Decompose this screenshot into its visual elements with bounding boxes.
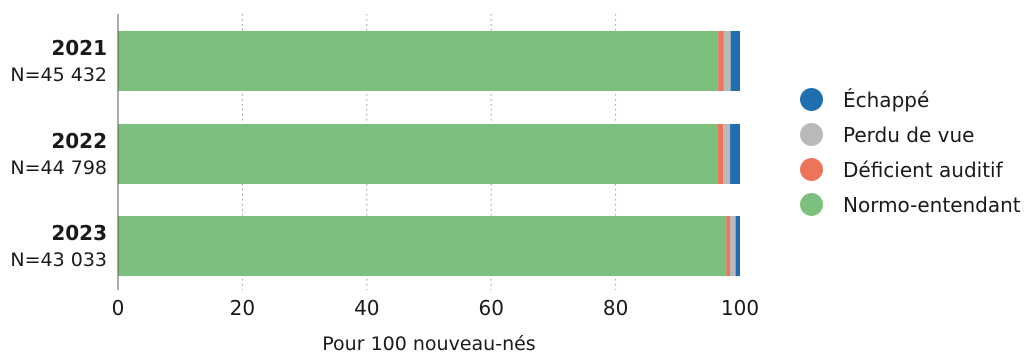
bar-2023-normo-entendant: [118, 216, 727, 276]
bar-2022-perdu-de-vue: [723, 124, 731, 184]
bar-2022-chapp: [730, 124, 740, 184]
x-tick-label-60: 60: [478, 296, 503, 320]
bar-2021-normo-entendant: [118, 31, 719, 91]
legend-swatch: [800, 123, 823, 146]
legend-label: Normo-entendant: [843, 192, 1021, 217]
category-count-2023: N=43 033: [10, 249, 107, 271]
bar-2021-perdu-de-vue: [723, 31, 731, 91]
legend-label: Déficient auditif: [843, 157, 1003, 182]
x-axis-title: Pour 100 nouveau-nés: [322, 333, 535, 355]
legend-swatch: [800, 158, 823, 181]
category-count-2021: N=45 432: [10, 64, 107, 86]
bar-2022-normo-entendant: [118, 124, 718, 184]
x-tick-label-100: 100: [721, 296, 759, 320]
legend-item: Échappé: [800, 82, 1021, 117]
legend-swatch: [800, 88, 823, 111]
legend-swatch: [800, 193, 823, 216]
bar-2021-d-ficient-auditif: [718, 31, 724, 91]
category-label-2021: 2021: [51, 36, 107, 60]
x-tick-label-0: 0: [112, 296, 125, 320]
legend-item: Déficient auditif: [800, 152, 1021, 187]
legend-item: Perdu de vue: [800, 117, 1021, 152]
chart-legend: Échappé Perdu de vue Déficient auditif Norm…: [800, 82, 1021, 222]
bar-2021-chapp: [730, 31, 740, 91]
category-count-2022: N=44 798: [10, 157, 107, 179]
x-tick-label-80: 80: [603, 296, 628, 320]
bar-2023-d-ficient-auditif: [726, 216, 731, 276]
legend-item: Normo-entendant: [800, 187, 1021, 222]
legend-label: Échappé: [843, 87, 930, 112]
legend-label: Perdu de vue: [843, 122, 975, 147]
category-label-2023: 2023: [51, 221, 107, 245]
x-tick-label-40: 40: [354, 296, 379, 320]
x-tick-label-20: 20: [230, 296, 255, 320]
bar-2023-chapp: [735, 216, 740, 276]
category-label-2022: 2022: [51, 129, 107, 153]
bar-2023-perdu-de-vue: [730, 216, 736, 276]
bar-2022-d-ficient-auditif: [717, 124, 724, 184]
